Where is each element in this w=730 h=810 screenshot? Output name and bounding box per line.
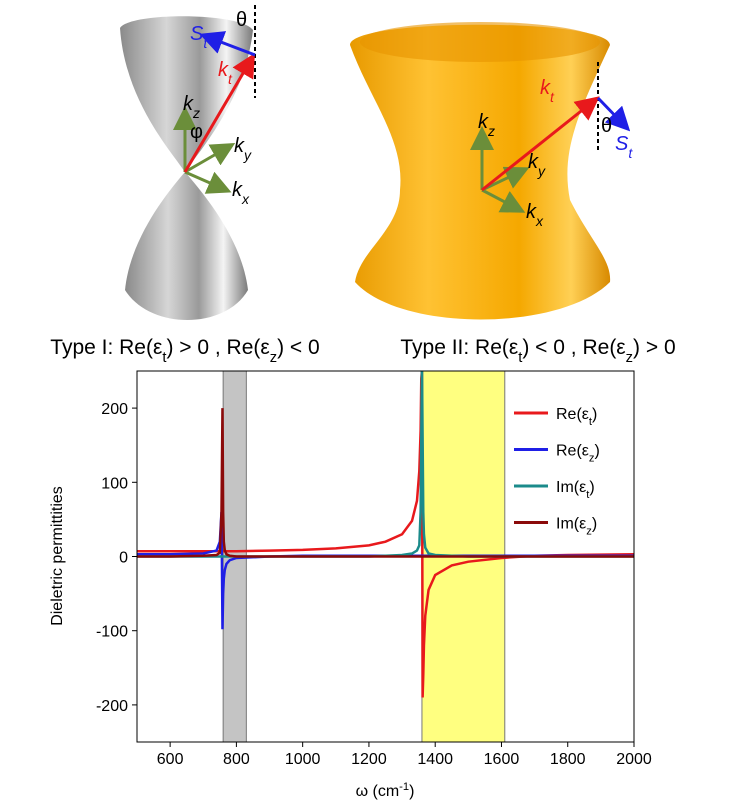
type-one-illustration: St θ kt kz φ ky kx Type I: Re(εt) > 0 , … xyxy=(50,5,319,366)
label: kx xyxy=(232,179,250,207)
caption: Type II: Re(εt) < 0 , Re(εz) > 0 xyxy=(400,336,675,366)
x-tick-label: 1200 xyxy=(351,751,387,768)
label: ky xyxy=(234,135,252,163)
x-tick-label: 1800 xyxy=(550,751,586,768)
label: θ xyxy=(236,9,247,31)
x-tick-label: 1000 xyxy=(285,751,321,768)
x-tick-label: 1600 xyxy=(484,751,520,768)
opening xyxy=(360,22,600,62)
lower-cone xyxy=(125,172,248,320)
legend-label: Im(εt) xyxy=(556,479,595,501)
figure: St θ kt kz φ ky kx Type I: Re(εt) > 0 , … xyxy=(0,0,730,810)
y-tick-label: -200 xyxy=(96,698,128,715)
label: θ xyxy=(601,115,612,137)
caption: Type I: Re(εt) > 0 , Re(εz) < 0 xyxy=(50,336,319,366)
x-tick-label: 800 xyxy=(223,751,250,768)
y-axis-label: Dieletric permittities xyxy=(49,486,66,626)
y-tick-label: 200 xyxy=(101,401,128,418)
y-tick-label: 100 xyxy=(101,475,128,492)
x-axis-label: ω (cm-1) xyxy=(356,781,415,800)
label: φ xyxy=(190,121,203,143)
legend-label: Im(εz) xyxy=(556,516,597,538)
x-tick-label: 600 xyxy=(157,751,184,768)
y-tick-label: 0 xyxy=(119,550,128,567)
x-tick-label: 1400 xyxy=(417,751,453,768)
legend-label: Re(εt) xyxy=(556,406,597,428)
type-two-illustration: kt θ St kz ky kx Type II: Re(εt) < 0 , R… xyxy=(350,22,676,366)
chart: Dieletric permittities ω (cm-1) 600 800 10… xyxy=(49,364,652,800)
x-tick-label: 2000 xyxy=(616,751,652,768)
y-tick-label: -100 xyxy=(96,624,128,641)
legend-label: Re(εz) xyxy=(556,443,600,465)
hyperboloid xyxy=(350,25,610,320)
label: St xyxy=(615,133,633,161)
